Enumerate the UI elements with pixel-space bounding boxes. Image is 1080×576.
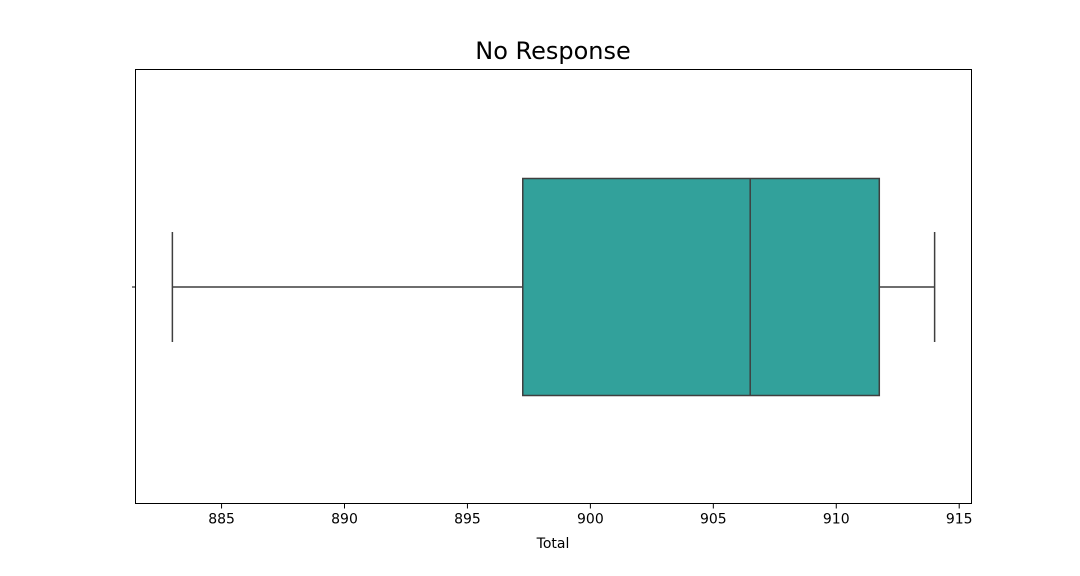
box-group [171, 177, 936, 397]
x-axis-label: Total [536, 536, 570, 552]
interquartile-box [522, 177, 881, 397]
x-tick-label: 890 [331, 512, 358, 528]
x-axis-ticks: 885 890 895 900 905 910 915 [208, 503, 973, 528]
x-tick-label: 885 [208, 512, 235, 528]
x-tick-label: 900 [577, 512, 604, 528]
x-tick-label: 915 [946, 512, 973, 528]
x-tick-label: 905 [700, 512, 727, 528]
chart-title: No Response [475, 37, 631, 65]
x-tick-label: 895 [454, 512, 481, 528]
x-tick-label: 910 [823, 512, 850, 528]
